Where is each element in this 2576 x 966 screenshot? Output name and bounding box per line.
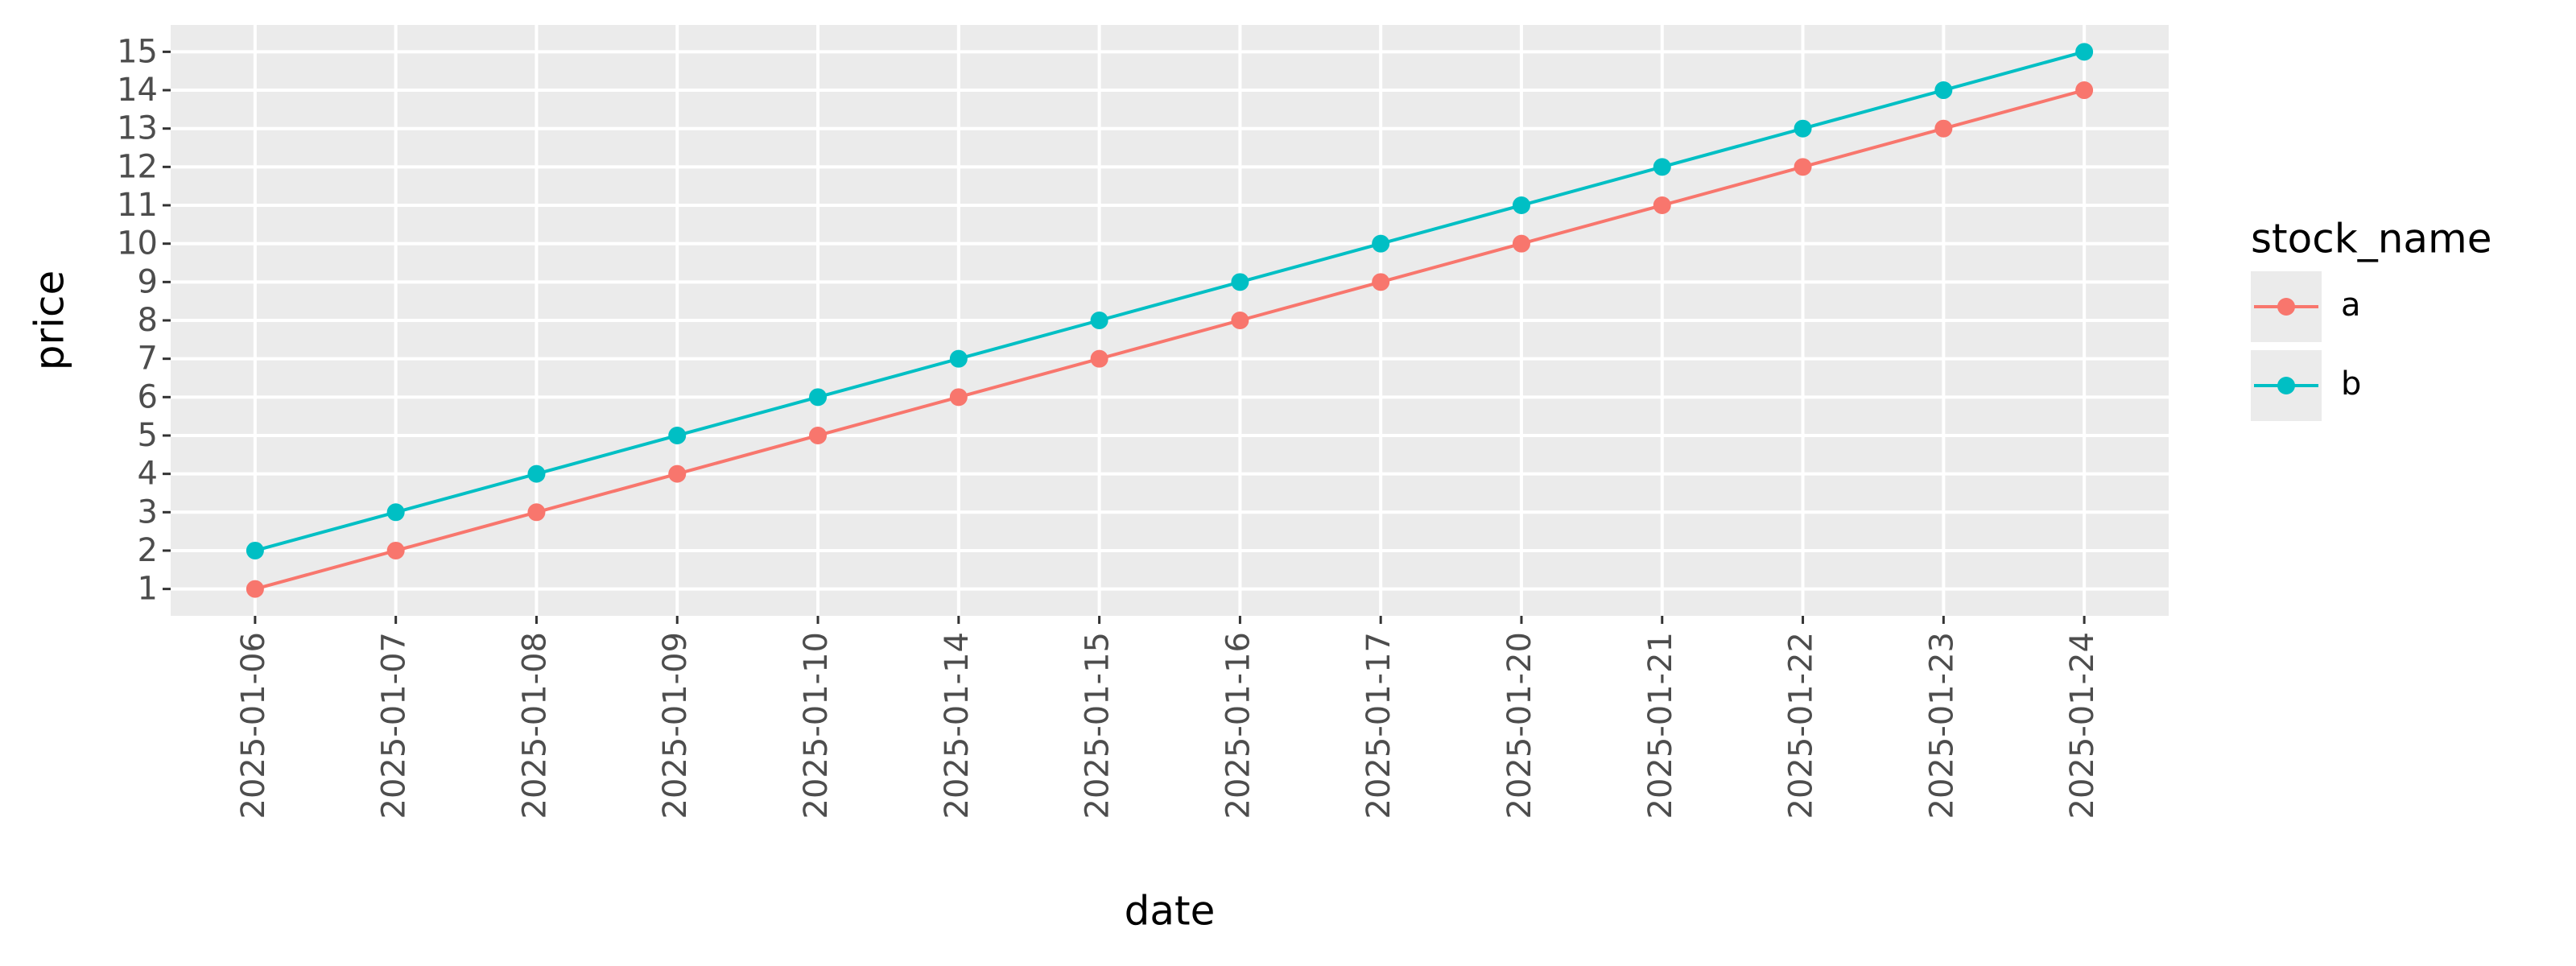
point [668, 426, 687, 444]
y-tick-label: 9 [138, 263, 158, 300]
point [2075, 81, 2094, 100]
y-tick-label: 5 [138, 417, 158, 454]
y-tick-label: 7 [138, 341, 158, 378]
point [1090, 312, 1108, 329]
y-tick-label: 6 [138, 378, 158, 415]
legend-point [2277, 377, 2295, 394]
point [1934, 119, 1953, 138]
y-tick-label: 2 [138, 532, 158, 569]
point [246, 541, 264, 559]
x-tick-label: 2025-01-06 [235, 632, 272, 819]
y-tick-label: 11 [117, 187, 158, 224]
x-tick-label: 2025-01-17 [1360, 632, 1397, 819]
point [1231, 273, 1249, 291]
y-tick-label: 10 [117, 225, 158, 262]
legend-label: b [2341, 365, 2361, 402]
point [527, 503, 546, 522]
point [668, 464, 687, 483]
x-tick-label: 2025-01-14 [939, 632, 976, 819]
y-tick-label: 3 [138, 493, 158, 530]
x-tick-label: 2025-01-15 [1080, 632, 1117, 819]
point [809, 426, 828, 444]
series-line [254, 50, 2085, 552]
x-tick-label: 2025-01-08 [516, 632, 553, 819]
y-tick-label: 1 [138, 571, 158, 608]
point [1653, 196, 1671, 215]
y-tick-label: 8 [138, 302, 158, 339]
y-tick-label: 4 [138, 456, 158, 493]
x-tick-label: 2025-01-07 [376, 632, 413, 819]
point [1653, 158, 1671, 176]
x-tick-label: 2025-01-21 [1642, 632, 1679, 819]
point [527, 464, 546, 483]
point [1090, 349, 1108, 368]
y-axis-title: price [27, 270, 73, 370]
point [1934, 81, 1953, 100]
y-tick-label: 14 [117, 72, 158, 109]
y-tick-label: 12 [117, 148, 158, 185]
x-tick-label: 2025-01-20 [1501, 632, 1538, 819]
point [2075, 43, 2094, 61]
point [1372, 273, 1390, 291]
point [949, 388, 968, 407]
point [1794, 158, 1812, 176]
x-tick-label: 2025-01-09 [657, 632, 694, 819]
point [386, 541, 405, 559]
x-tick-label: 2025-01-23 [1923, 632, 1960, 819]
x-tick-label: 2025-01-24 [2064, 632, 2101, 819]
point [1372, 234, 1390, 253]
point [1512, 234, 1530, 253]
x-tick-label: 2025-01-10 [798, 632, 835, 819]
x-axis-title: date [1125, 888, 1216, 935]
point [246, 580, 264, 598]
series-line [254, 89, 2085, 591]
point [1794, 119, 1812, 138]
y-tick-label: 13 [117, 110, 158, 147]
legend-point [2277, 298, 2295, 316]
legend-title: stock_name [2251, 216, 2492, 262]
point [1231, 312, 1249, 329]
x-tick-label: 2025-01-16 [1220, 632, 1257, 819]
point [809, 388, 828, 407]
point [1512, 196, 1530, 215]
point [386, 503, 405, 522]
legend-label: a [2341, 287, 2361, 324]
y-tick-label: 15 [117, 33, 158, 70]
x-tick-label: 2025-01-22 [1783, 632, 1820, 819]
point [949, 349, 968, 368]
